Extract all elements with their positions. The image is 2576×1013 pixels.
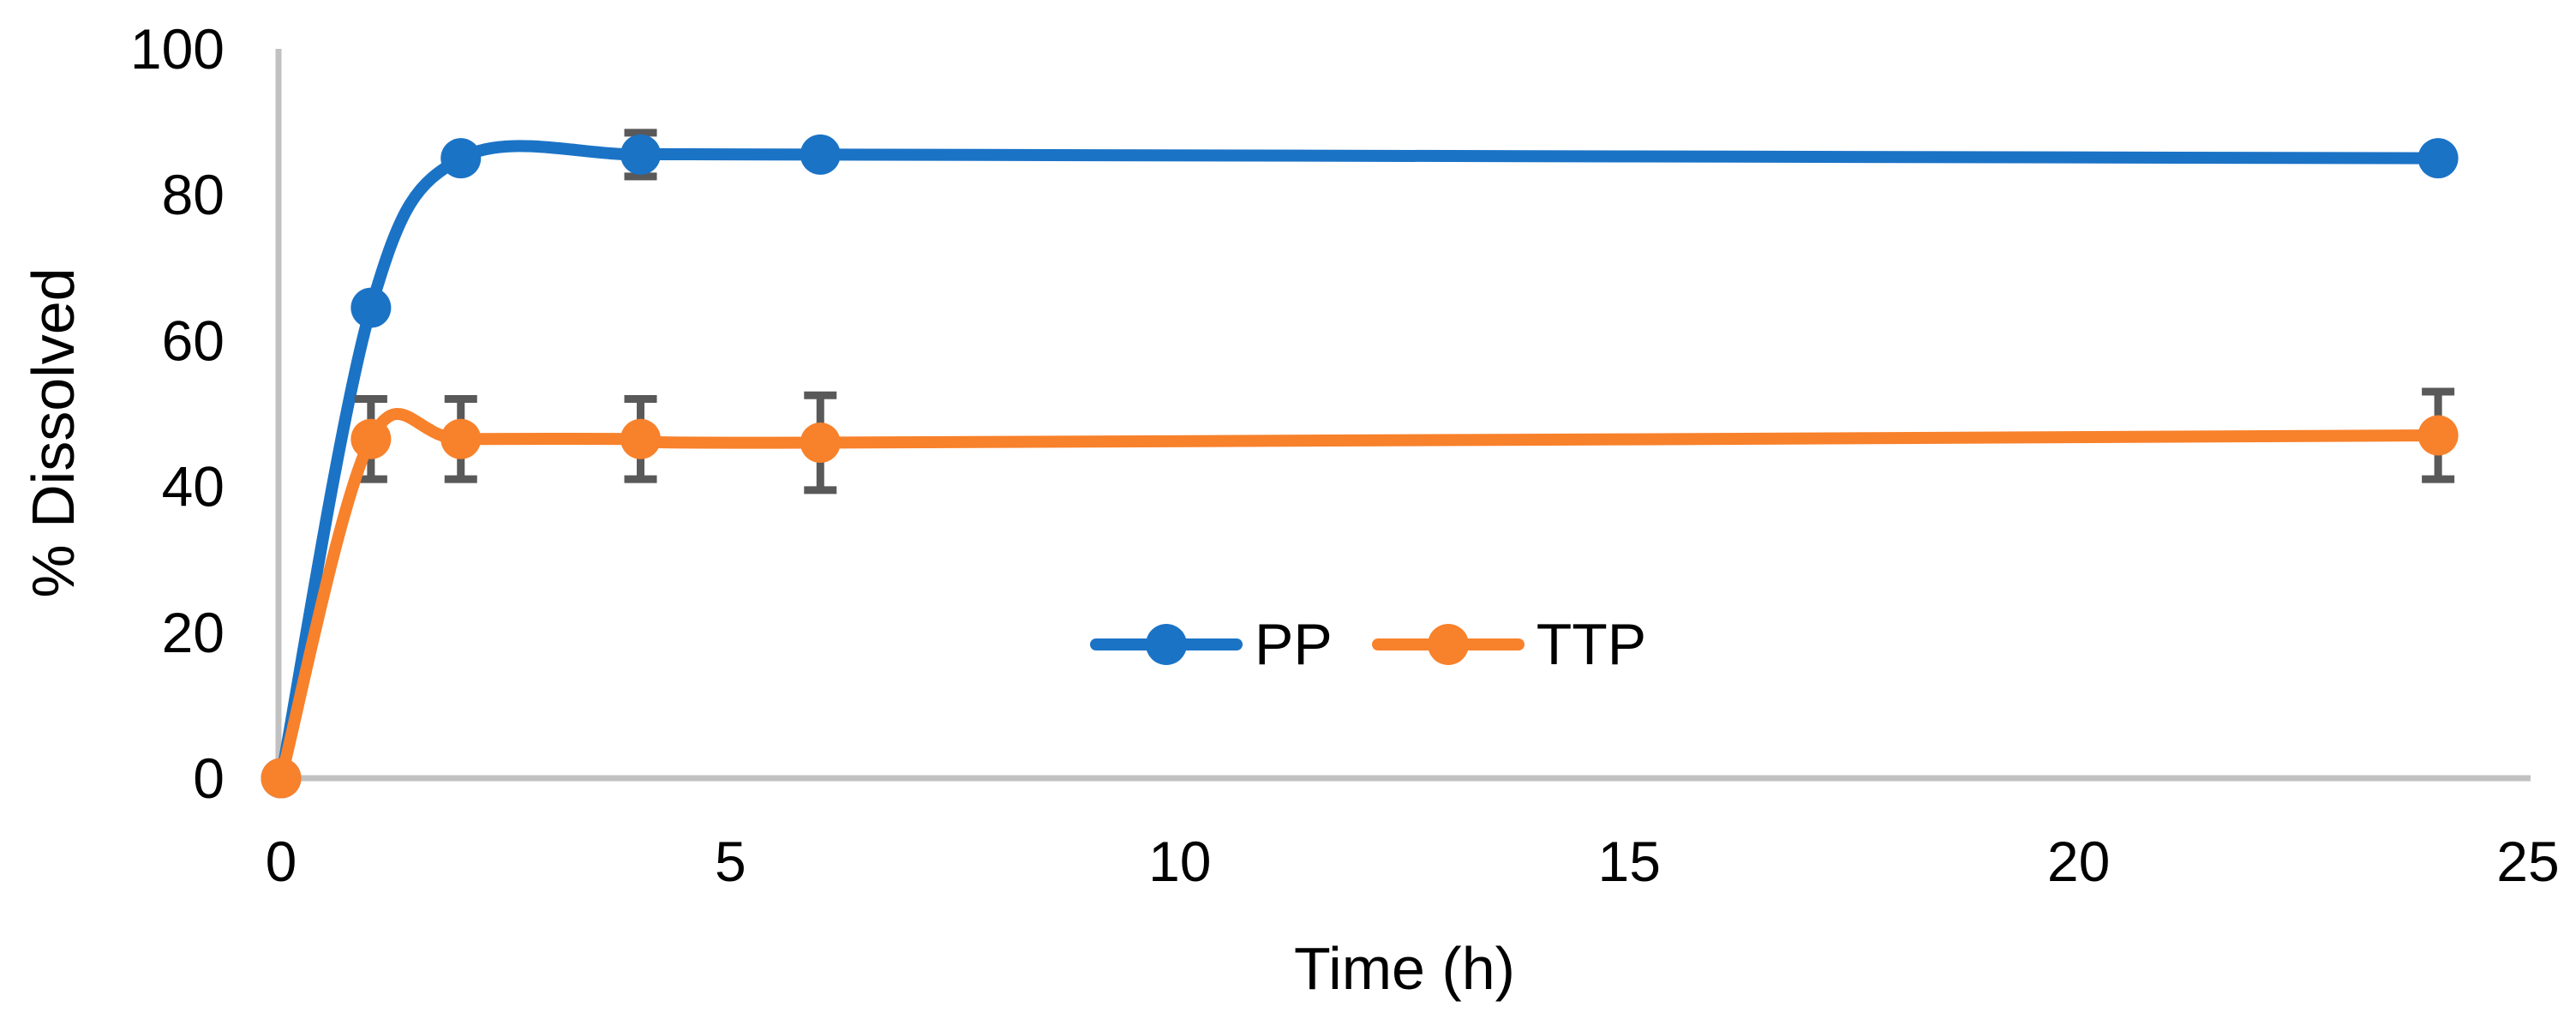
- x-tick-label: 10: [1148, 830, 1211, 893]
- legend-item-ttp: TTP: [1371, 612, 1647, 677]
- pp-data-point-marker: [800, 134, 841, 175]
- y-tick-label: 0: [193, 746, 225, 810]
- y-tick-label: 80: [162, 163, 225, 226]
- ttp-data-point-marker: [2417, 415, 2459, 456]
- ttp-data-point-marker: [440, 418, 482, 459]
- y-tick-label: 100: [130, 17, 225, 81]
- pp-data-point-marker: [2417, 138, 2459, 179]
- pp-data-point-marker: [350, 287, 392, 328]
- ttp-data-point-marker: [350, 418, 392, 459]
- y-axis-title: % Dissolved: [20, 267, 87, 598]
- legend: PP TTP: [1090, 615, 1646, 674]
- x-axis-title: Time (h): [1294, 935, 1515, 1002]
- x-tick-label: 0: [266, 830, 297, 893]
- ttp-line: [275, 408, 2445, 784]
- ttp-data-point-marker: [261, 758, 302, 799]
- pp-data-point-marker: [440, 138, 482, 179]
- pp-line: [275, 140, 2445, 784]
- x-tick-label: 25: [2496, 830, 2559, 893]
- ttp-data-point-marker: [800, 423, 841, 464]
- y-tick-label: 20: [162, 601, 225, 664]
- pp-line-marker-icon: [1090, 624, 1243, 665]
- legend-item-pp: PP: [1090, 615, 1333, 674]
- legend-label-pp: PP: [1255, 612, 1333, 677]
- ttp-line-marker-icon: [1371, 624, 1525, 665]
- y-tick-label: 60: [162, 309, 225, 372]
- legend-label-ttp: TTP: [1536, 612, 1647, 677]
- y-tick-label: 40: [162, 455, 225, 518]
- x-tick-label: 20: [2047, 830, 2110, 893]
- x-tick-label: 5: [715, 830, 746, 893]
- x-tick-label: 15: [1597, 830, 1660, 893]
- pp-data-point-marker: [620, 134, 662, 175]
- ttp-data-point-marker: [620, 418, 662, 459]
